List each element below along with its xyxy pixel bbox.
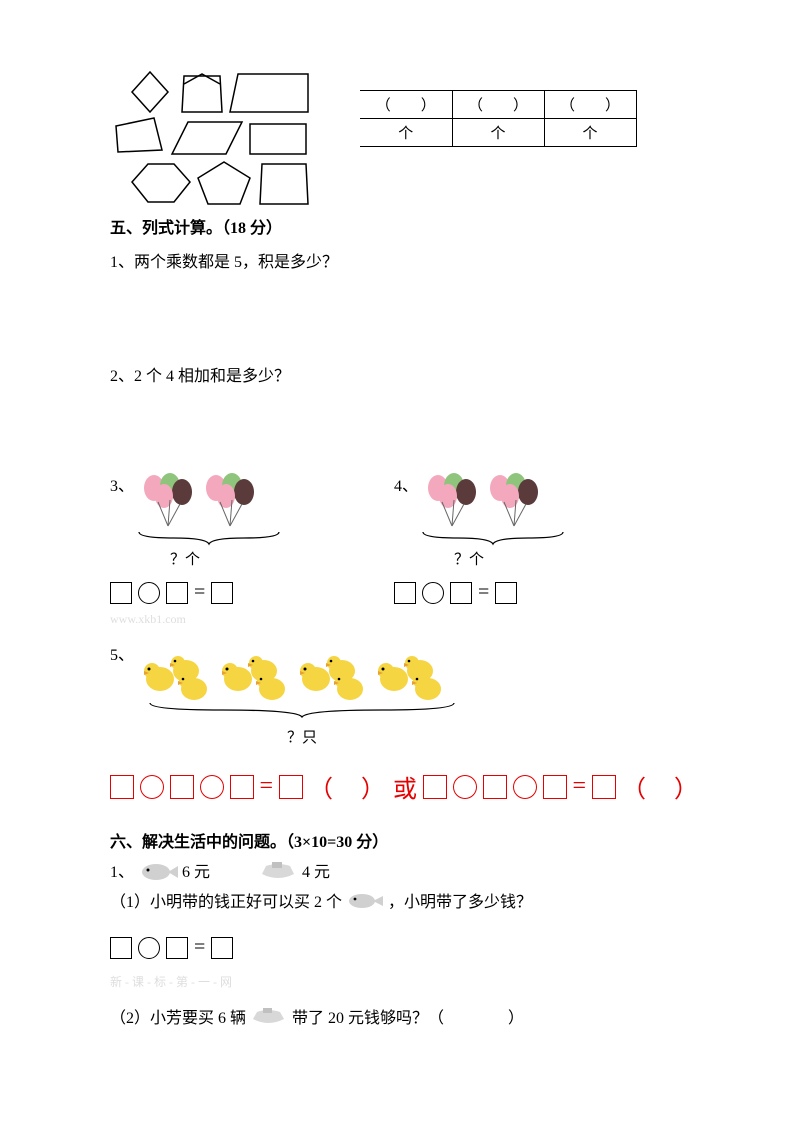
equals-sign: =	[194, 581, 205, 604]
blank-box[interactable]	[394, 582, 416, 604]
balloon-bunch-icon	[486, 472, 542, 530]
section6-heading: 六、解决生活中的问题。（3×10=30 分）	[110, 828, 700, 852]
blank-box[interactable]	[450, 582, 472, 604]
price-1: 6 元	[182, 858, 210, 882]
section5-heading: 五、列式计算。（18 分）	[110, 214, 700, 238]
equation-red[interactable]: = （ ） 或 = （ ）	[110, 769, 700, 804]
balloon-bunch-icon	[424, 472, 480, 530]
equals-sign: =	[478, 581, 489, 604]
question-5-4: 4、 ？个	[394, 472, 568, 604]
question-6-1-prices: 1、 6 元 4 元	[110, 858, 700, 882]
table-cell[interactable]: （ ）	[544, 91, 636, 119]
q3-label: 3、	[110, 472, 134, 496]
shapes-block	[110, 70, 320, 210]
blank-box[interactable]	[110, 775, 134, 799]
curly-bracket-icon	[134, 530, 284, 546]
blank-circle[interactable]	[200, 775, 224, 799]
blank-circle[interactable]	[422, 582, 444, 604]
or-text: 或	[393, 769, 417, 804]
table-cell: 个	[360, 119, 452, 147]
blank-box[interactable]	[279, 775, 303, 799]
curly-bracket-icon	[142, 701, 462, 719]
chick-group-icon	[142, 649, 212, 701]
blank-circle[interactable]	[513, 775, 537, 799]
questions-3-4-row: 3、 ？个	[110, 472, 700, 604]
blank-box[interactable]	[423, 775, 447, 799]
balloon-bunch-icon	[202, 472, 258, 530]
q3-caption: ？个	[170, 548, 200, 569]
question-5-1: 1、两个乘数都是 5，积是多少？	[110, 248, 700, 272]
blank-box[interactable]	[211, 582, 233, 604]
table-cell: 个	[452, 119, 544, 147]
chick-group-icon	[220, 649, 290, 701]
q5-caption: ？只	[142, 726, 462, 747]
blank-box[interactable]	[166, 937, 188, 959]
blank-circle[interactable]	[453, 775, 477, 799]
equals-sign: =	[573, 773, 587, 800]
blank-box[interactable]	[495, 582, 517, 604]
q5-label: 5、	[110, 641, 134, 665]
chick-row	[142, 649, 462, 701]
table-row: 个 个 个	[360, 119, 636, 147]
equation-blank[interactable]: =	[110, 581, 233, 604]
shapes-svg	[110, 70, 320, 215]
fish-toy-icon	[138, 858, 178, 882]
table-row: （ ） （ ） （ ）	[360, 91, 636, 119]
question-6-1-2: （2）小芳要买 6 辆 带了 20 元钱够吗？（ ）	[110, 1004, 700, 1028]
shape-classification-table: （ ） （ ） （ ） 个 个 个	[360, 90, 637, 147]
watermark: 新 - 课 - 标 - 第 - 一 - 网	[110, 973, 700, 990]
question-5-5: 5、	[110, 641, 700, 747]
blank-circle[interactable]	[138, 937, 160, 959]
price-2: 4 元	[302, 858, 330, 882]
sub2-suffix: 带了 20 元钱够吗？（ ）	[292, 1004, 524, 1028]
question-5-2: 2、2 个 4 相加和是多少？	[110, 362, 700, 386]
blank-box[interactable]	[110, 582, 132, 604]
equation-blank[interactable]: =	[110, 936, 700, 959]
blank-box[interactable]	[230, 775, 254, 799]
blank-circle[interactable]	[140, 775, 164, 799]
balloon-bunch-icon	[140, 472, 196, 530]
watermark: www.xkb1.com	[110, 612, 700, 627]
question-5-3: 3、 ？个	[110, 472, 284, 604]
q4-caption: ？个	[454, 548, 484, 569]
question-6-1-1: （1）小明带的钱正好可以买 2 个 ，小明带了多少钱？	[110, 888, 700, 912]
table-cell[interactable]: （ ）	[360, 91, 452, 119]
blank-box[interactable]	[211, 937, 233, 959]
boat-toy-icon	[250, 1005, 288, 1027]
blank-circle[interactable]	[138, 582, 160, 604]
sub1-prefix: （1）小明带的钱正好可以买 2 个	[110, 888, 342, 912]
blank-box[interactable]	[483, 775, 507, 799]
chick-group-icon	[298, 649, 368, 701]
sub2-prefix: （2）小芳要买 6 辆	[110, 1004, 246, 1028]
paren-blank[interactable]: （ ）	[622, 769, 700, 804]
curly-bracket-icon	[418, 530, 568, 546]
blank-box[interactable]	[166, 582, 188, 604]
fish-toy-icon	[346, 889, 384, 911]
blank-box[interactable]	[170, 775, 194, 799]
q6-1-label: 1、	[110, 858, 134, 882]
paren-blank[interactable]: （ ）	[309, 769, 387, 804]
blank-box[interactable]	[110, 937, 132, 959]
chick-group-icon	[376, 649, 446, 701]
sub1-suffix: ，小明带了多少钱？	[388, 888, 532, 912]
table-cell[interactable]: （ ）	[452, 91, 544, 119]
equals-sign: =	[194, 936, 205, 959]
q4-label: 4、	[394, 472, 418, 496]
equals-sign: =	[260, 773, 274, 800]
blank-box[interactable]	[543, 775, 567, 799]
boat-toy-icon	[258, 858, 298, 882]
equation-blank[interactable]: =	[394, 581, 517, 604]
table-cell: 个	[544, 119, 636, 147]
top-shapes-and-table: （ ） （ ） （ ） 个 个 个	[110, 70, 700, 210]
blank-box[interactable]	[592, 775, 616, 799]
